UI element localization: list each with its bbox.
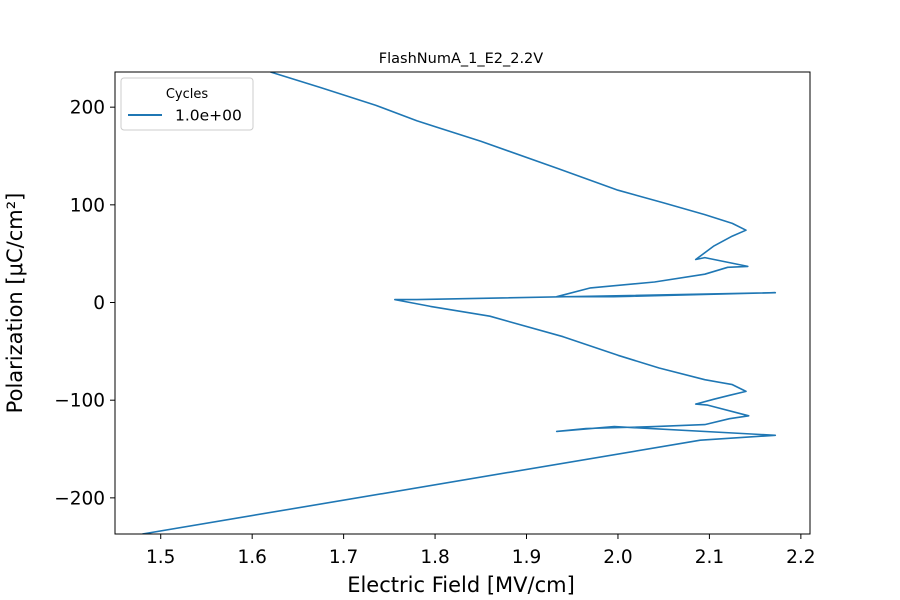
x-tick-label: 1.5 bbox=[146, 547, 175, 568]
series-line-0 bbox=[142, 72, 777, 534]
legend: Cycles 1.0e+00 bbox=[120, 77, 254, 131]
y-tick-label: 200 bbox=[70, 98, 105, 119]
x-tick-label: 1.8 bbox=[420, 547, 449, 568]
x-tick-label: 2.0 bbox=[603, 547, 632, 568]
y-axis-label: Polarization [μC/cm²] bbox=[3, 193, 27, 414]
y-tick-label: 0 bbox=[93, 293, 105, 314]
x-axis-label: Electric Field [MV/cm] bbox=[347, 573, 575, 597]
y-tick-label: 100 bbox=[70, 195, 105, 216]
x-tick-label: 1.6 bbox=[237, 547, 266, 568]
legend-label: 1.0e+00 bbox=[175, 107, 242, 125]
y-tick-label: −100 bbox=[54, 391, 105, 412]
chart-title: FlashNumA_1_E2_2.2V bbox=[379, 51, 544, 67]
x-tick-label: 1.7 bbox=[329, 547, 358, 568]
x-tick-label: 1.9 bbox=[512, 547, 541, 568]
legend-box bbox=[120, 77, 254, 131]
x-axis-ticks: 1.5 1.6 1.7 1.8 1.9 2.0 2.1 2.2 bbox=[146, 534, 816, 568]
x-tick-label: 2.2 bbox=[786, 547, 815, 568]
y-axis-ticks: 200 100 0 −100 −200 bbox=[54, 98, 115, 509]
y-tick-label: −200 bbox=[54, 488, 105, 509]
x-tick-label: 2.1 bbox=[695, 547, 724, 568]
legend-title: Cycles bbox=[166, 87, 209, 102]
